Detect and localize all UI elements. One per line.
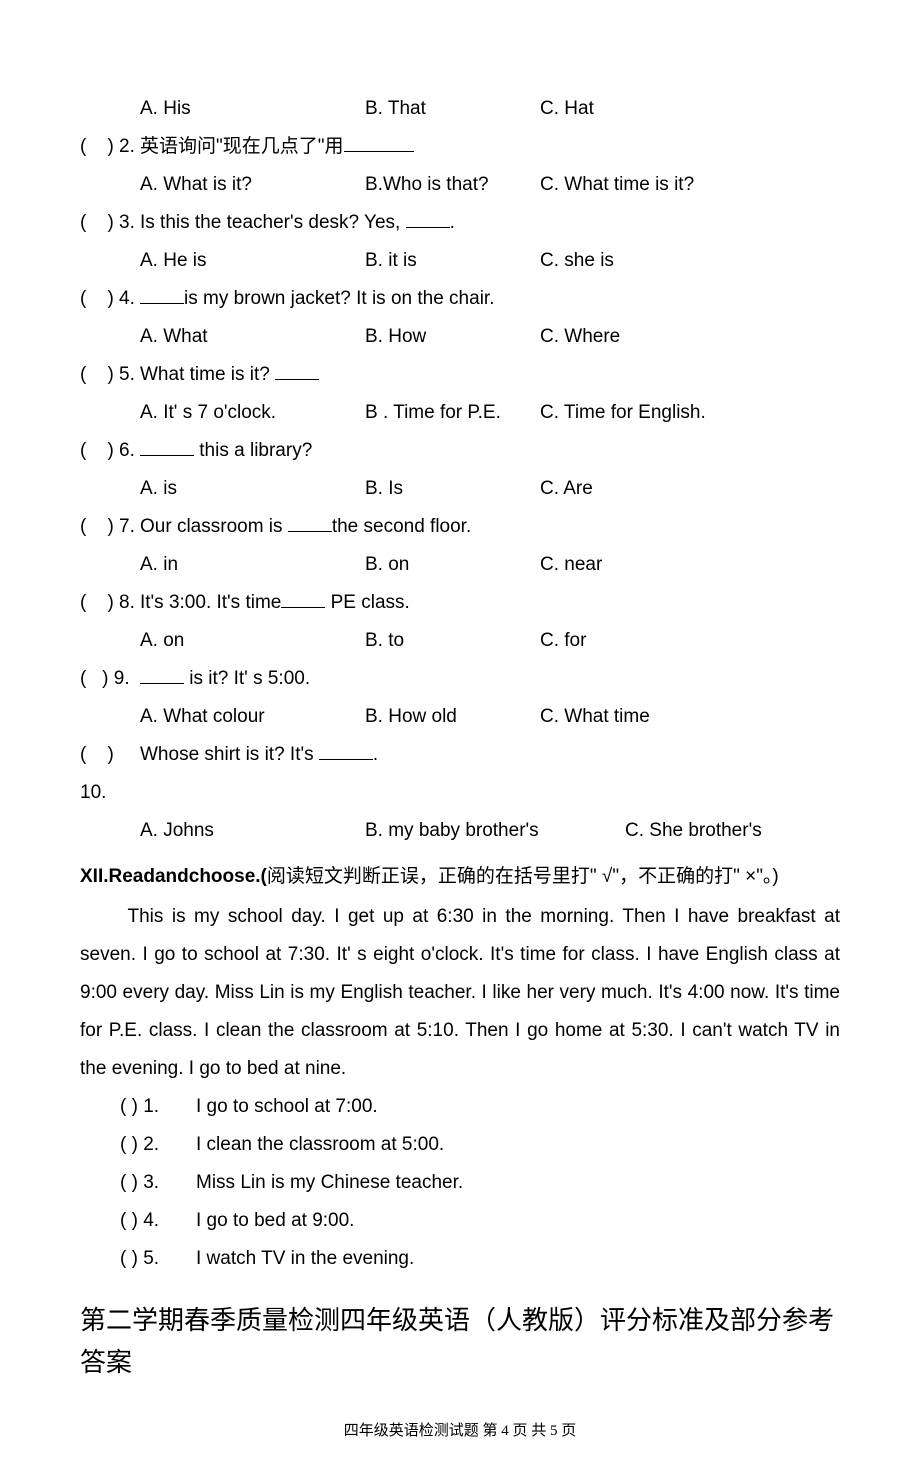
q3-opt-a: A. He is: [140, 242, 365, 280]
section-12-instruction: 阅读短文判断正误，正确的在括号里打" √"，不正确的打" ×"。): [267, 866, 779, 887]
q8-options: A. on B. to C. for: [80, 622, 840, 660]
q2-opt-b: B.Who is that?: [365, 166, 540, 204]
q7-opt-a: A. in: [140, 546, 365, 584]
q4-options: A. What B. How C. Where: [80, 318, 840, 356]
tf-1: ( ) 1. I go to school at 7:00.: [80, 1088, 840, 1126]
q4: ( ) 4. is my brown jacket? It is on the …: [80, 280, 840, 318]
q9: ( ) 9. is it? It' s 5:00.: [80, 660, 840, 698]
q3-text: Is this the teacher's desk? Yes, .: [140, 204, 840, 242]
tf-4: ( ) 4. I go to bed at 9:00.: [80, 1202, 840, 1240]
q5-text: What time is it?: [140, 356, 840, 394]
q8: ( ) 8. It's 3:00. It's time PE class.: [80, 584, 840, 622]
q7-paren: ( ) 7.: [80, 508, 140, 546]
q1-opt-c: C. Hat: [540, 90, 840, 128]
q6-opt-c: C. Are: [540, 470, 840, 508]
q8-paren: ( ) 8.: [80, 584, 140, 622]
section-12-title: XII.Readandchoose.(: [80, 866, 267, 887]
q4-text: is my brown jacket? It is on the chair.: [140, 280, 840, 318]
page-content: A. His B. That C. Hat ( ) 2. 英语询问"现在几点了"…: [0, 0, 920, 1480]
q7-text: Our classroom is the second floor.: [140, 508, 840, 546]
q8-opt-c: C. for: [540, 622, 840, 660]
q8-opt-b: B. to: [365, 622, 540, 660]
q10-text: Whose shirt is it? It's .: [140, 736, 840, 812]
q5-opt-c: C. Time for English.: [540, 394, 840, 432]
q10-opt-c: C. She brother's: [625, 812, 840, 850]
q4-opt-a: A. What: [140, 318, 365, 356]
q1-opt-b: B. That: [365, 90, 540, 128]
q8-text: It's 3:00. It's time PE class.: [140, 584, 840, 622]
q10-paren: ( ) 10.: [80, 736, 140, 812]
q2: ( ) 2. 英语询问"现在几点了"用: [80, 128, 840, 166]
q2-opt-c: C. What time is it?: [540, 166, 840, 204]
q9-paren: ( ) 9.: [80, 660, 140, 698]
q3: ( ) 3. Is this the teacher's desk? Yes, …: [80, 204, 840, 242]
q2-text: 英语询问"现在几点了"用: [140, 128, 840, 166]
q3-opt-b: B. it is: [365, 242, 540, 280]
tf-3: ( ) 3. Miss Lin is my Chinese teacher.: [80, 1164, 840, 1202]
q3-paren: ( ) 3.: [80, 204, 140, 242]
q7-opt-b: B. on: [365, 546, 540, 584]
q9-opt-a: A. What colour: [140, 698, 365, 736]
tf-5: ( ) 5. I watch TV in the evening.: [80, 1240, 840, 1278]
q4-opt-c: C. Where: [540, 318, 840, 356]
q6-opt-a: A. is: [140, 470, 365, 508]
q4-paren: ( ) 4.: [80, 280, 140, 318]
q10-opt-b: B. my baby brother's: [365, 812, 625, 850]
page-footer: 四年级英语检测试题 第 4 页 共 5 页: [80, 1419, 840, 1440]
q9-opt-c: C. What time: [540, 698, 840, 736]
section-12-header: XII.Readandchoose.(阅读短文判断正误，正确的在括号里打" √"…: [80, 860, 840, 894]
q2-opt-a: A. What is it?: [140, 166, 365, 204]
q1-options: A. His B. That C. Hat: [80, 90, 840, 128]
tf-2: ( ) 2. I clean the classroom at 5:00.: [80, 1126, 840, 1164]
q5-opt-b: B . Time for P.E.: [365, 394, 540, 432]
q2-paren: ( ) 2.: [80, 128, 140, 166]
q5-paren: ( ) 5.: [80, 356, 140, 394]
reading-passage: This is my school day. I get up at 6:30 …: [80, 898, 840, 1088]
q3-options: A. He is B. it is C. she is: [80, 242, 840, 280]
q6-options: A. is B. Is C. Are: [80, 470, 840, 508]
q6-text: this a library?: [140, 432, 840, 470]
q7-opt-c: C. near: [540, 546, 840, 584]
q9-opt-b: B. How old: [365, 698, 540, 736]
q1-opt-a: A. His: [140, 90, 365, 128]
q5: ( ) 5. What time is it?: [80, 356, 840, 394]
q10: ( ) 10. Whose shirt is it? It's .: [80, 736, 840, 812]
answer-key-header: 第二学期春季质量检测四年级英语（人教版）评分标准及部分参考答案: [80, 1300, 840, 1383]
q6-paren: ( ) 6.: [80, 432, 140, 470]
q3-opt-c: C. she is: [540, 242, 840, 280]
q7: ( ) 7. Our classroom is the second floor…: [80, 508, 840, 546]
q6: ( ) 6. this a library?: [80, 432, 840, 470]
q5-opt-a: A. It' s 7 o'clock.: [140, 394, 365, 432]
q9-text: is it? It' s 5:00.: [140, 660, 840, 698]
q4-opt-b: B. How: [365, 318, 540, 356]
q6-opt-b: B. Is: [365, 470, 540, 508]
q8-opt-a: A. on: [140, 622, 365, 660]
q7-options: A. in B. on C. near: [80, 546, 840, 584]
q10-opt-a: A. Johns: [140, 812, 365, 850]
q5-options: A. It' s 7 o'clock. B . Time for P.E. C.…: [80, 394, 840, 432]
q10-options: A. Johns B. my baby brother's C. She bro…: [80, 812, 840, 850]
q9-options: A. What colour B. How old C. What time: [80, 698, 840, 736]
q2-options: A. What is it? B.Who is that? C. What ti…: [80, 166, 840, 204]
